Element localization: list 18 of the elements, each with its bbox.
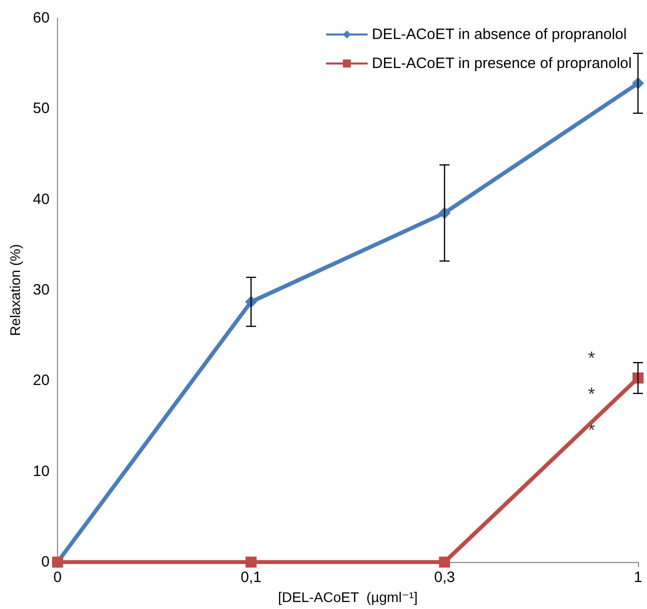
point [632, 372, 644, 384]
x-tick-label: 0 [53, 569, 62, 586]
y-tick-label: 30 [32, 282, 50, 299]
x-tick-label: 0,1 [240, 569, 262, 586]
y-tick-label: 20 [32, 372, 50, 390]
y-tick-label: 0 [41, 554, 50, 571]
y-axis-title: Relaxation (%) [7, 244, 23, 336]
point [246, 556, 257, 568]
point [439, 556, 450, 568]
legend-label: DEL-ACoET in absence of propranolol [372, 26, 627, 43]
y-tick-label: 50 [32, 100, 50, 118]
y-tick-label: 60 [32, 10, 50, 26]
legend-label: DEL-ACoET in presence of propranolol [372, 55, 632, 72]
y-tick-label: 40 [32, 190, 50, 208]
x-tick-label: 0,3 [434, 569, 455, 586]
x-tick-label: 1 [634, 569, 642, 586]
x-axis-title: [DEL-ACoET (µgml⁻¹] [278, 589, 418, 605]
y-tick-label: 10 [32, 462, 50, 480]
